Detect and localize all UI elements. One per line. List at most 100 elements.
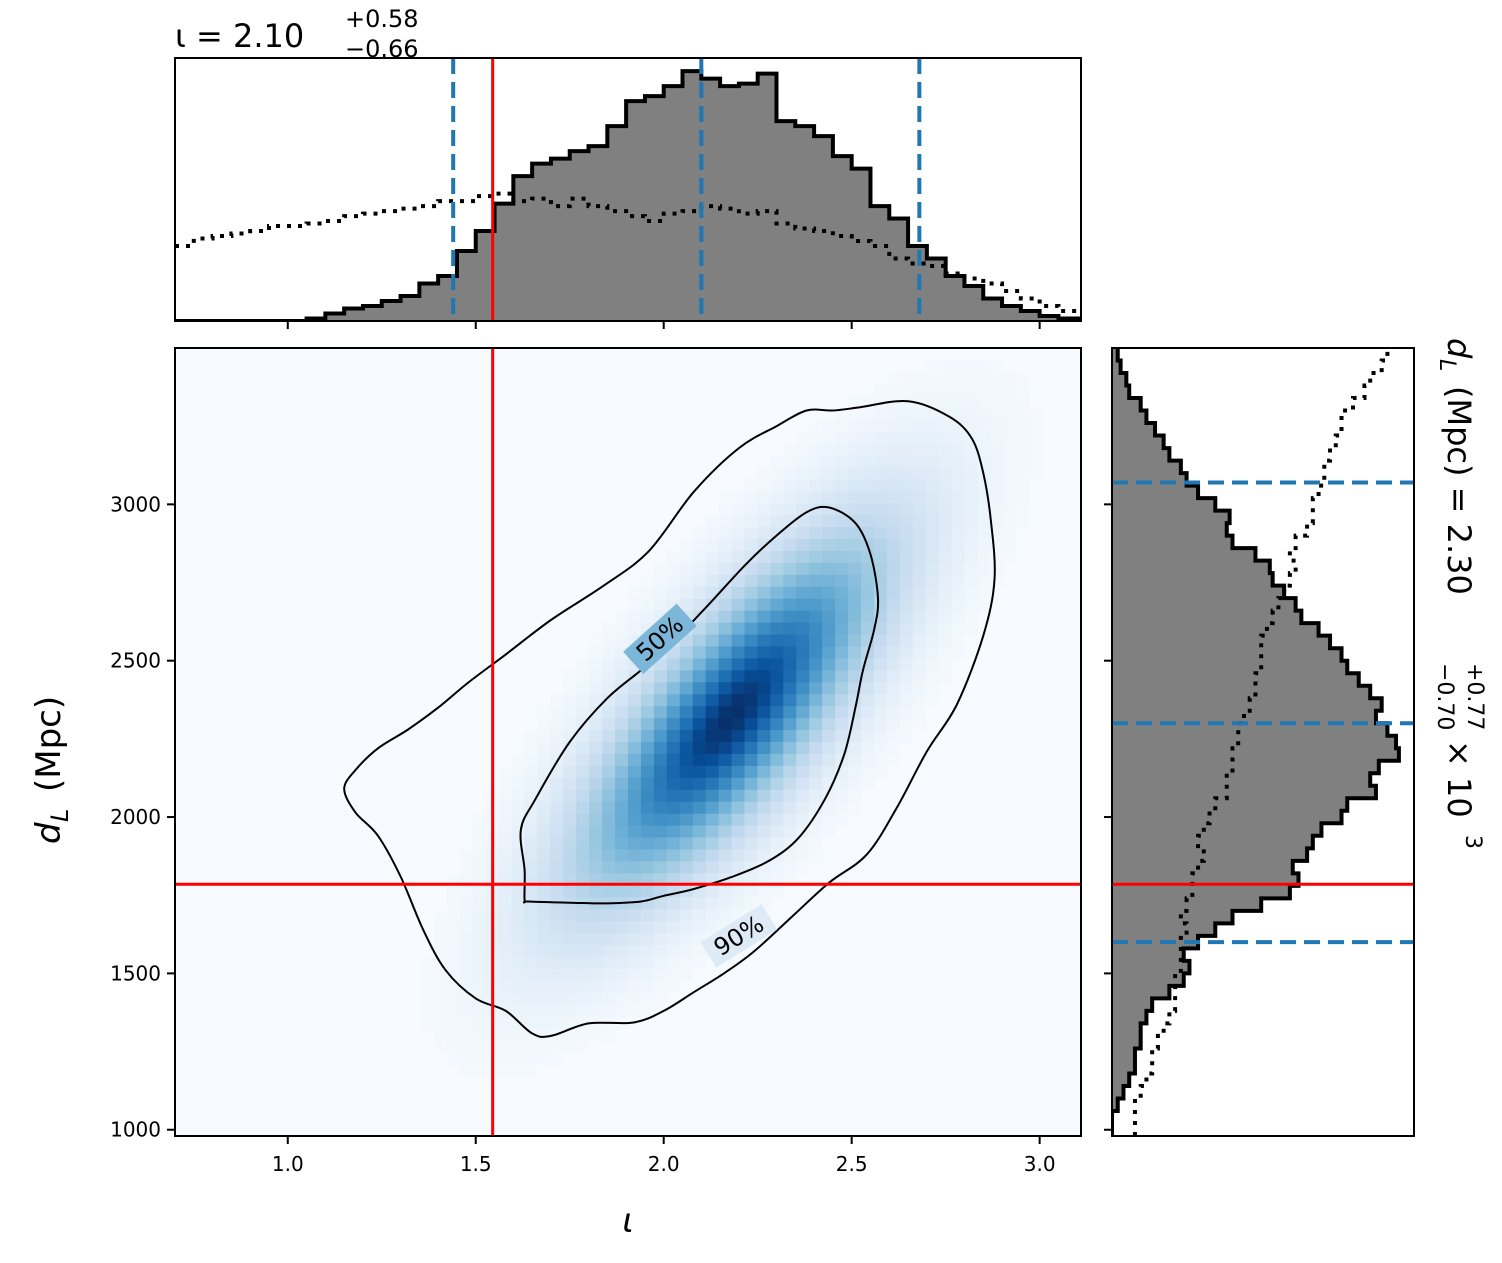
density-cell — [576, 813, 590, 827]
density-cell — [602, 885, 616, 898]
density-cell — [809, 515, 823, 528]
density-cell — [498, 1028, 513, 1042]
density-cell — [653, 980, 668, 994]
density-cell — [925, 479, 940, 492]
density-cell — [705, 634, 720, 648]
density-cell — [744, 574, 759, 588]
density-cell — [498, 801, 513, 815]
density-cell — [589, 825, 603, 839]
density-cell — [537, 873, 551, 886]
density-cell — [446, 897, 461, 910]
density-cell — [848, 586, 862, 600]
density-cell — [550, 944, 564, 958]
density-cell — [873, 467, 888, 480]
density-cell — [602, 777, 616, 791]
density-cell — [628, 765, 642, 779]
density-cell — [938, 395, 953, 409]
density-cell — [550, 730, 564, 743]
density-cell — [873, 670, 888, 683]
density-cell — [550, 921, 564, 934]
density-cell — [653, 753, 668, 767]
density-cell — [666, 694, 681, 707]
density-cell — [951, 491, 966, 504]
density-cell — [783, 562, 797, 576]
density-cell — [628, 718, 642, 731]
density-cell — [899, 550, 914, 564]
density-cell — [770, 813, 784, 827]
density-cell — [1003, 443, 1017, 457]
density-cell — [731, 897, 746, 910]
density-cell — [835, 801, 849, 815]
density-cell — [718, 622, 733, 636]
density-cell — [705, 730, 720, 743]
density-cell — [576, 670, 590, 683]
density-cell — [770, 467, 784, 480]
density-cell — [615, 765, 629, 779]
density-cell — [1029, 419, 1043, 433]
density-cell — [446, 873, 461, 886]
density-cell — [938, 443, 953, 457]
density-cell — [653, 718, 668, 731]
density-cell — [757, 634, 771, 648]
density-cell — [472, 885, 487, 898]
density-cell — [1003, 479, 1017, 492]
density-cell — [615, 885, 629, 898]
density-cell — [796, 849, 810, 862]
density-cell — [602, 634, 616, 648]
density-cell — [783, 753, 797, 767]
density-cell — [822, 527, 836, 540]
density-cell — [550, 777, 564, 791]
density-cell — [731, 491, 746, 504]
density-cell — [537, 944, 551, 958]
density-cell — [537, 730, 551, 743]
density-cell — [459, 849, 474, 862]
density-cell — [731, 550, 746, 564]
density-cell — [472, 909, 487, 922]
density-cell — [964, 527, 979, 540]
density-cell — [718, 825, 733, 839]
density-cell — [873, 455, 888, 468]
density-cell — [783, 491, 797, 504]
density-cell — [744, 777, 759, 791]
density-cell — [796, 789, 810, 803]
density-cell — [576, 730, 590, 743]
density-cell — [938, 539, 953, 552]
density-cell — [951, 586, 966, 600]
density-cell — [718, 718, 733, 731]
density-cell — [524, 861, 538, 874]
density-cell — [990, 431, 1004, 445]
density-cell — [420, 1004, 435, 1018]
density-cell — [653, 825, 668, 839]
density-cell — [770, 825, 784, 839]
density-cell — [938, 383, 953, 397]
density-cell — [809, 694, 823, 707]
density-cell — [576, 789, 590, 803]
density-cell — [796, 730, 810, 743]
density-cell — [809, 622, 823, 636]
density-cell — [615, 837, 629, 851]
density-cell — [705, 909, 720, 922]
density-cell — [925, 419, 940, 433]
density-cell — [848, 419, 862, 433]
density-cell — [420, 980, 435, 994]
density-cell — [498, 992, 513, 1006]
density-cell — [576, 742, 590, 755]
density-cell — [770, 586, 784, 600]
density-cell — [757, 503, 771, 516]
density-cell — [511, 944, 526, 958]
density-cell — [848, 527, 862, 540]
density-cell — [563, 921, 577, 934]
density-cell — [964, 586, 979, 600]
density-cell — [860, 610, 875, 624]
density-cell — [770, 885, 784, 898]
density-cell — [628, 921, 642, 934]
density-cell — [977, 598, 991, 612]
density-cell — [744, 837, 759, 851]
density-cell — [550, 837, 564, 851]
density-cell — [796, 753, 810, 767]
density-cell — [860, 706, 875, 719]
density-cell — [860, 598, 875, 612]
density-cell — [873, 718, 888, 731]
density-cell — [964, 539, 979, 552]
density-cell — [809, 610, 823, 624]
